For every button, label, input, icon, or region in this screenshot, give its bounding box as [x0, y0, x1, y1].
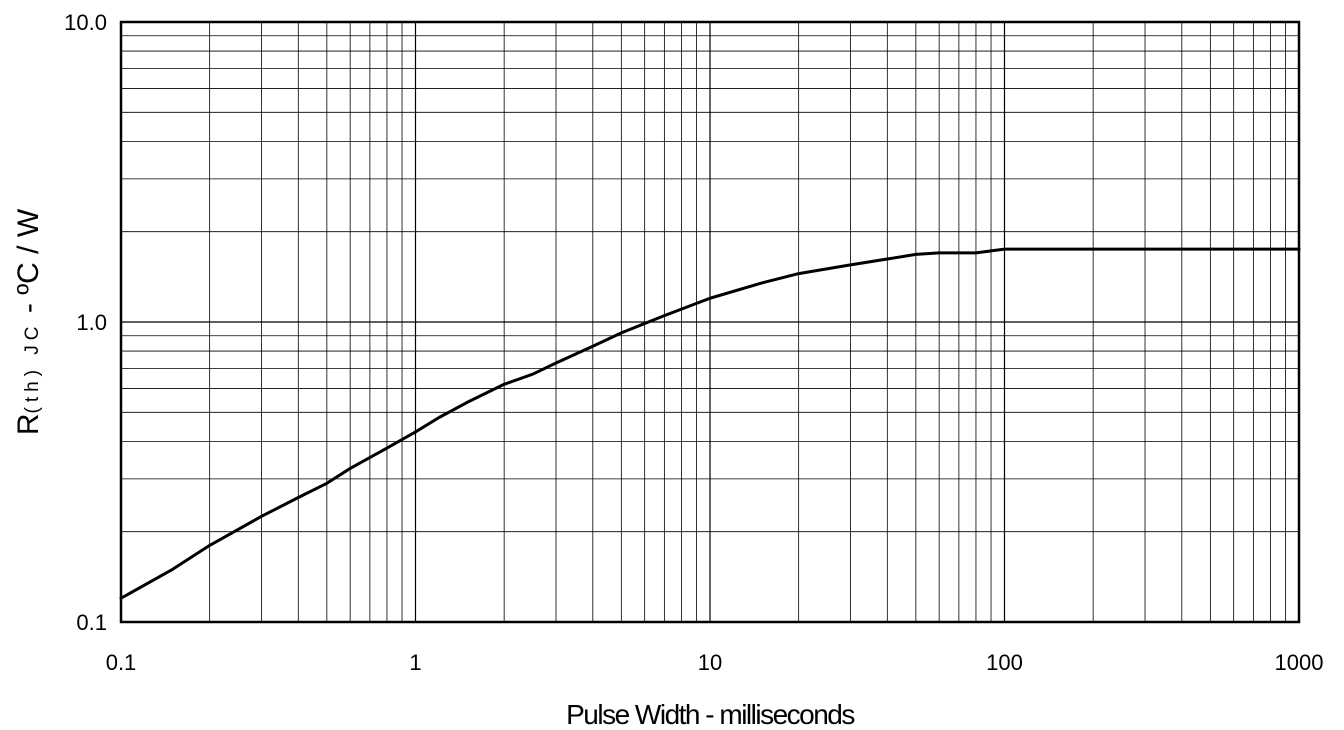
series-line-1 [119, 247, 1301, 600]
x-tick-label: 0.1 [106, 650, 137, 675]
x-tick-label: 1000 [1275, 650, 1324, 675]
y-axis-title: R(th) JC - ºC / W [12, 208, 45, 435]
y-axis-ticks: 0.1 1.0 10.0 [64, 10, 107, 635]
x-axis-title: Pulse Width - milliseconds [566, 699, 854, 730]
y-tick-label: 0.1 [76, 610, 107, 635]
x-tick-label: 100 [986, 650, 1023, 675]
chart-grid [120, 22, 1299, 623]
y-axis-title-suffix: - ºC / W [12, 208, 45, 321]
chart-series [119, 247, 1301, 600]
y-tick-label: 10.0 [64, 10, 107, 35]
plot-frame [119, 20, 1301, 624]
y-tick-label: 1.0 [76, 310, 107, 335]
x-tick-label: 1 [409, 650, 421, 675]
x-tick-label: 10 [698, 650, 722, 675]
y-axis-title-main: R [12, 413, 45, 435]
y-axis-title-subscript: (th) JC [22, 321, 43, 413]
x-axis-ticks: 0.1 1 10 100 1000 [106, 650, 1324, 675]
